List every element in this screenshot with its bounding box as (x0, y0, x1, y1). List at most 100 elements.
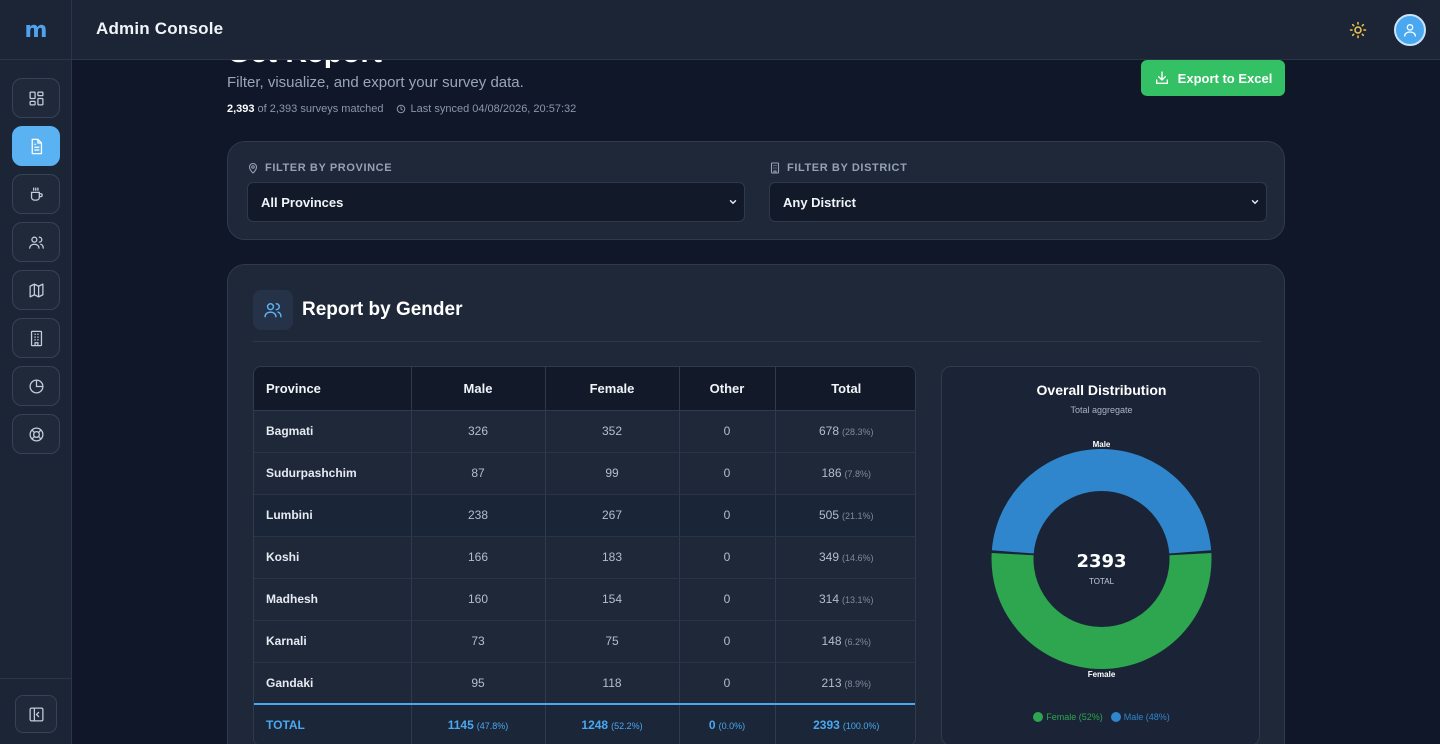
distribution-chart-panel: Overall Distribution Total aggregate 239… (941, 366, 1260, 744)
cell-male: 160 (411, 578, 546, 621)
sidebar-item-support[interactable] (12, 414, 60, 454)
download-icon (1155, 71, 1168, 84)
cell-total: 314 (13.1%) (775, 578, 915, 621)
sidebar-collapse-icon (28, 706, 44, 722)
total-other: 0 (0.0%) (679, 703, 776, 744)
cell-female: 99 (545, 452, 680, 495)
cell-female: 154 (545, 578, 680, 621)
donut-slice-label: Female (1088, 670, 1116, 679)
sidebar-item-cup[interactable] (12, 174, 60, 214)
chart-subtitle: Total aggregate (1070, 405, 1133, 415)
brand[interactable]: m (0, 0, 72, 60)
legend-item-female[interactable]: Female (52%) (1033, 712, 1103, 722)
table-row[interactable]: Sudurpashchim 87 99 0 186 (7.8%) (254, 452, 915, 495)
province-filter-label: FILTER BY PROVINCE (247, 162, 392, 174)
donut-slice-male[interactable] (991, 449, 1212, 554)
page-subtitle: Filter, visualize, and export your surve… (227, 74, 524, 91)
cell-male: 73 (411, 620, 546, 663)
sidebar-collapse-button[interactable] (15, 695, 57, 733)
sidebar (0, 60, 72, 744)
column-header-province[interactable]: Province (254, 367, 412, 411)
brand-logo[interactable]: m (24, 17, 48, 43)
legend-dot (1110, 712, 1121, 722)
cell-total: 213 (8.9%) (775, 662, 915, 705)
avatar[interactable] (1394, 14, 1426, 46)
table-row[interactable]: Bagmati 326 352 0 678 (28.3%) (254, 410, 915, 453)
chevron-down-icon (729, 200, 737, 205)
cell-other: 0 (679, 536, 776, 579)
table-row[interactable]: Lumbini 238 267 0 505 (21.1%) (254, 494, 915, 537)
cell-male: 95 (411, 662, 546, 705)
map-icon (28, 282, 44, 298)
donut-center-value: 2393 (1076, 551, 1126, 572)
sidebar-item-analytics[interactable] (12, 366, 60, 406)
donut-slice-female[interactable] (991, 552, 1212, 669)
gender-report-table: Province Male Female Other Total Bagmati… (253, 366, 916, 744)
sidebar-item-reports[interactable] (12, 126, 60, 166)
export-label: Export to Excel (1177, 70, 1273, 86)
filter-card: FILTER BY PROVINCE All Provinces FILTER … (227, 141, 1285, 240)
theme-toggle-button[interactable] (1346, 18, 1370, 42)
donut-chart: 2393 TOTAL Male Female (991, 440, 1212, 679)
cell-other: 0 (679, 578, 776, 621)
legend-item-male[interactable]: Male (48%) (1110, 712, 1170, 722)
cell-province: Bagmati (254, 410, 412, 453)
cell-male: 238 (411, 494, 546, 537)
report-divider (253, 341, 1261, 342)
total-female: 1248 (52.2%) (545, 703, 680, 744)
cell-other: 0 (679, 620, 776, 663)
district-select-value: Any District (783, 194, 856, 210)
sidebar-item-users[interactable] (12, 222, 60, 262)
cell-total: 148 (6.2%) (775, 620, 915, 663)
cell-female: 352 (545, 410, 680, 453)
building-icon (30, 330, 42, 346)
table-row[interactable]: Karnali 73 75 0 148 (6.2%) (254, 620, 915, 663)
cell-other: 0 (679, 410, 776, 453)
report-icon-box (253, 290, 293, 330)
users-icon (264, 303, 282, 318)
cell-province: Karnali (254, 620, 412, 663)
legend-dot (1033, 712, 1044, 722)
map-pin-icon (248, 162, 258, 174)
report-document-icon (31, 138, 42, 154)
last-synced: Last synced 04/08/2026, 20:57:32 (410, 103, 577, 115)
page-title: Get Report (227, 60, 382, 70)
legend-label: Male (48%) (1123, 712, 1170, 722)
cell-female: 118 (545, 662, 680, 705)
lifebuoy-icon (28, 426, 44, 442)
sidebar-item-building[interactable] (12, 318, 60, 358)
district-filter-label: FILTER BY DISTRICT (769, 162, 907, 174)
cell-other: 0 (679, 452, 776, 495)
sidebar-item-map[interactable] (12, 270, 60, 310)
report-card: Report by Gender Province Male Female Ot… (227, 264, 1285, 744)
cell-female: 267 (545, 494, 680, 537)
sidebar-item-dashboard[interactable] (12, 78, 60, 118)
column-header-male[interactable]: Male (411, 367, 546, 411)
export-to-excel-button[interactable]: Export to Excel (1141, 60, 1285, 96)
sidebar-divider (0, 678, 72, 679)
cell-female: 183 (545, 536, 680, 579)
total-label: TOTAL (254, 703, 412, 744)
report-title: Report by Gender (302, 299, 463, 320)
column-header-female[interactable]: Female (545, 367, 680, 411)
district-select[interactable]: Any District (769, 182, 1267, 222)
table-row[interactable]: Madhesh 160 154 0 314 (13.1%) (254, 578, 915, 621)
table-row[interactable]: Koshi 166 183 0 349 (14.6%) (254, 536, 915, 579)
users-icon (28, 236, 44, 249)
cell-total: 186 (7.8%) (775, 452, 915, 495)
table-row[interactable]: Gandaki 95 118 0 213 (8.9%) (254, 662, 915, 705)
pie-chart-icon (28, 378, 44, 394)
cell-other: 0 (679, 662, 776, 705)
cell-total: 505 (21.1%) (775, 494, 915, 537)
matched-text: of 2,393 surveys matched (257, 103, 384, 115)
column-header-total[interactable]: Total (775, 367, 915, 411)
cell-province: Koshi (254, 536, 412, 579)
clock-icon (396, 104, 406, 114)
cup-icon (30, 186, 43, 201)
chart-title: Overall Distribution (1036, 382, 1167, 398)
column-header-other[interactable]: Other (679, 367, 776, 411)
building-icon (770, 162, 780, 174)
table-header-row: Province Male Female Other Total (254, 367, 915, 411)
province-select[interactable]: All Provinces (247, 182, 745, 222)
cell-male: 87 (411, 452, 546, 495)
